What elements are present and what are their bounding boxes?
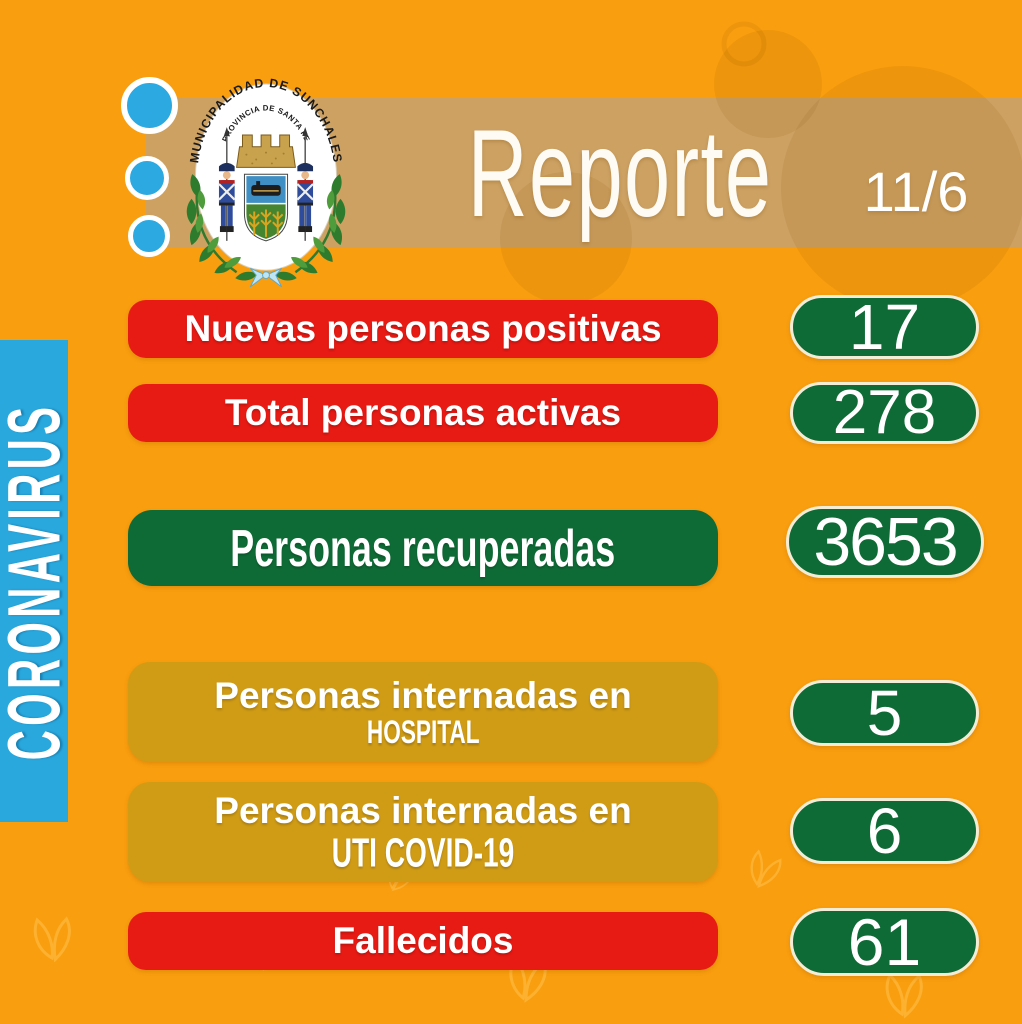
stat-label-text: Personas recuperadas bbox=[230, 518, 616, 578]
crest-corn-stalks bbox=[248, 209, 284, 237]
stat-value-text: 6 bbox=[866, 795, 903, 867]
stat-label-text: Personas internadas en bbox=[214, 790, 632, 831]
stat-value-text: 278 bbox=[832, 378, 937, 447]
coronavirus-ribbon: CORONAVIRUS bbox=[0, 340, 76, 822]
report-title-text: Reporte bbox=[467, 103, 773, 242]
stat-label-text: Fallecidos bbox=[332, 920, 514, 961]
stat-label-text: Nuevas personas positivas bbox=[184, 308, 662, 349]
coronavirus-ribbon-inner: CORONAVIRUS bbox=[0, 333, 76, 830]
dot-decoration-3 bbox=[128, 215, 170, 257]
stat-value-text: 61 bbox=[847, 905, 922, 979]
stat-value-text: 3653 bbox=[813, 504, 958, 580]
coronavirus-label: CORONAVIRUS bbox=[0, 402, 76, 760]
stat-value-internadas-uti: 6 bbox=[790, 798, 979, 864]
stat-value-recuperadas: 3653 bbox=[786, 506, 984, 578]
stat-label-total-activas: Total personas activas bbox=[128, 384, 718, 442]
stat-sublabel-text: HOSPITAL bbox=[366, 714, 480, 751]
dot-decoration-1 bbox=[121, 77, 178, 134]
stat-value-text: 5 bbox=[866, 677, 903, 749]
crest-laurel-wreath bbox=[186, 172, 346, 288]
crest-crown bbox=[236, 134, 296, 168]
stat-value-nuevas-positivas: 17 bbox=[790, 295, 979, 359]
stat-label-internadas-hospital: Personas internadas en HOSPITAL bbox=[128, 662, 718, 762]
stat-value-fallecidos: 61 bbox=[790, 908, 979, 976]
stat-value-total-activas: 278 bbox=[790, 382, 979, 444]
stat-value-internadas-hospital: 5 bbox=[790, 680, 979, 746]
crest-shield bbox=[243, 173, 289, 242]
stat-sublabel-text: UTI COVID-19 bbox=[331, 829, 515, 876]
stat-label-text: Total personas activas bbox=[224, 392, 622, 433]
page-title: Reporte bbox=[400, 100, 840, 245]
stat-value-text: 17 bbox=[848, 291, 921, 363]
stat-label-recuperadas: Personas recuperadas bbox=[128, 510, 718, 586]
report-date: 11/6 bbox=[863, 159, 969, 223]
stat-label-internadas-uti: Personas internadas en UTI COVID-19 bbox=[128, 782, 718, 882]
stat-label-fallecidos: Fallecidos bbox=[128, 912, 718, 970]
dot-decoration-2 bbox=[125, 156, 169, 200]
crest-ribbon-bow bbox=[249, 267, 283, 288]
municipal-crest: MUNICIPALIDAD DE SUNCHALES PROVINCIA DE … bbox=[186, 76, 346, 288]
stat-label-nuevas-positivas: Nuevas personas positivas bbox=[128, 300, 718, 358]
stat-label-text: Personas internadas en bbox=[214, 674, 632, 716]
